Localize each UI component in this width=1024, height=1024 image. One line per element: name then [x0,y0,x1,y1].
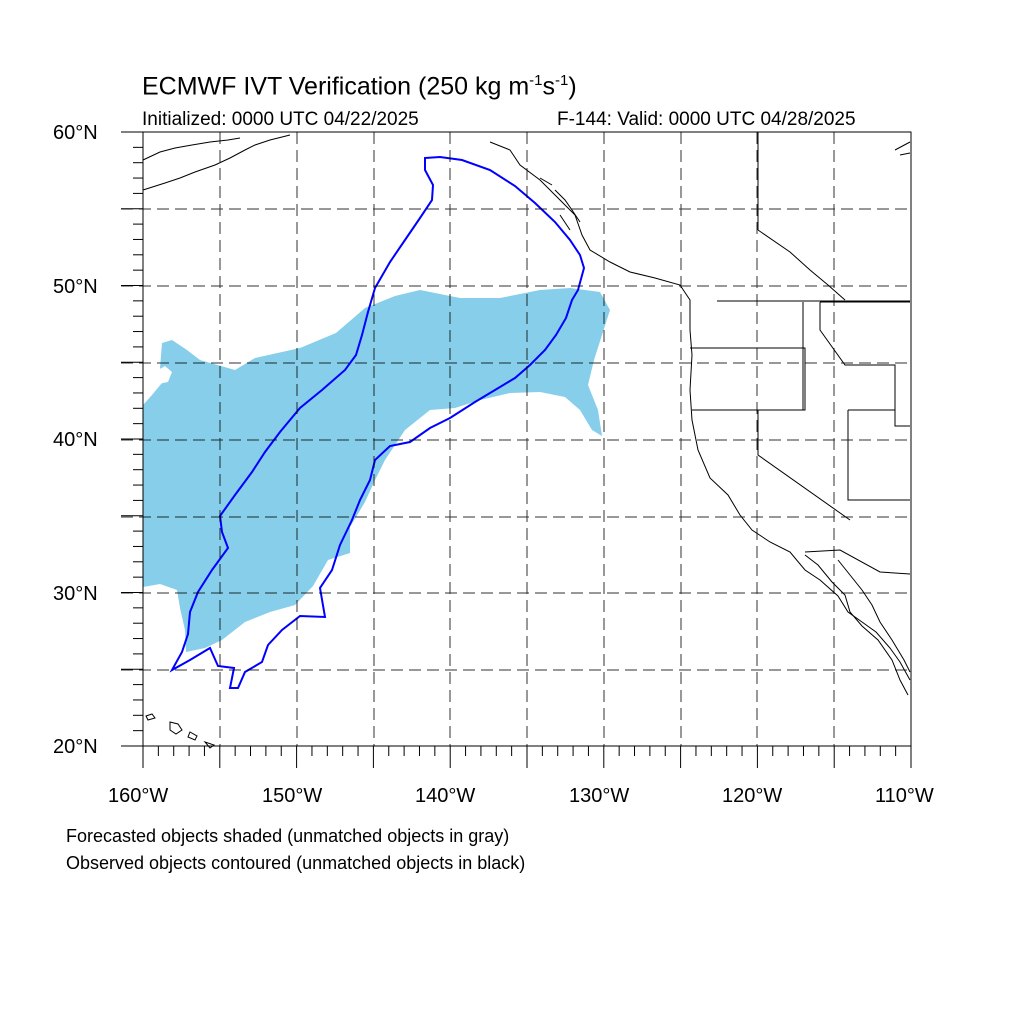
state-lines [690,301,910,521]
lon-label-160W: 160°W [108,785,169,807]
forecast-hole [155,366,172,384]
bc-islands [539,177,581,231]
map-title: ECMWF IVT Verification (250 kg m-1s-1) [142,72,577,101]
political-boundaries [690,132,911,575]
lat-label-50N: 50°N [53,276,98,298]
lat-label-20N: 20°N [53,736,98,758]
lat-label-40N: 40°N [53,429,98,451]
grid [121,132,911,746]
canada-coast-north [894,141,911,156]
alaska-coast-west [142,134,291,191]
title-text: ECMWF IVT Verification (250 kg m [142,72,530,101]
lon-label-120W: 120°W [722,785,783,807]
lon-label-140W: 140°W [415,785,476,807]
axis-ticks [121,131,912,768]
valid-time-label: F-144: Valid: 0000 UTC 04/28/2025 [557,109,856,130]
north-america-coast [489,141,911,681]
lat-label-30N: 30°N [53,583,98,605]
hawaii-islands [145,713,216,749]
initialized-label: Initialized: 0000 UTC 04/22/2025 [142,109,419,130]
bc-alberta-border [757,229,846,301]
title-exponent-1: -1 [529,72,543,89]
baja-peninsula [804,554,909,696]
lon-label-150W: 150°W [262,785,323,807]
alaska-coast-east [142,137,241,161]
title-text-mid: s [542,72,556,101]
title-text-end: ) [568,72,577,101]
lon-label-130W: 130°W [569,785,630,807]
observed-object-contour [169,155,586,689]
footer-observed-note: Observed objects contoured (unmatched ob… [66,853,526,873]
gulf-of-california-coast [837,559,911,673]
lon-label-110W: 110°W [875,785,934,807]
us-mexico-border [804,549,911,575]
forecast-object [143,288,610,652]
lat-label-60N: 60°N [53,122,98,144]
title-exponent-2: -1 [555,72,569,89]
footer-forecast-note: Forecasted objects shaded (unmatched obj… [66,826,510,846]
